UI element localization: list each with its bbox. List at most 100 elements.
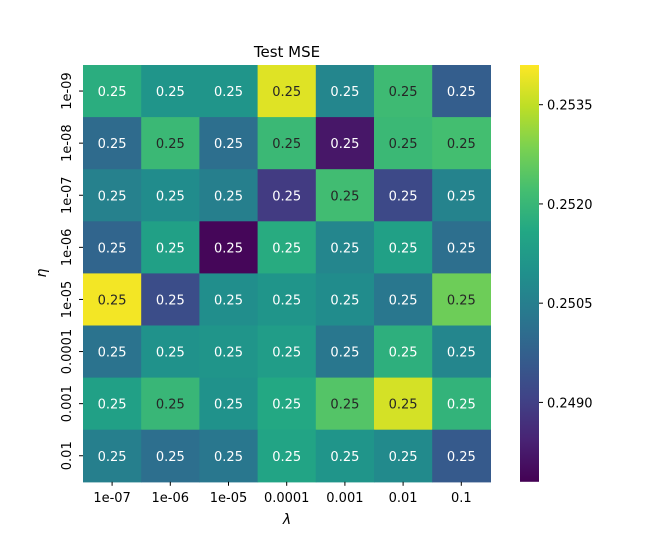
cell-label-r5-c0: 0.25 [98,346,127,361]
heatmap-cell-r4-c0 [83,273,142,327]
cell-label-r4-c1: 0.25 [156,293,185,308]
heatmap-cell-r3-c5 [374,221,433,274]
x-tick-label-6: 0.1 [451,491,472,506]
cell-label-r3-c5: 0.25 [389,241,418,256]
heatmap-cell-r6-c1 [141,377,200,431]
heatmap-cell-r1-c1 [141,117,200,170]
heatmap-cell-r3-c2 [199,221,259,274]
cell-label-r5-c1: 0.25 [156,346,185,361]
cell-label-r6-c2: 0.25 [214,398,243,413]
heatmap-cell-r4-c6 [432,273,491,327]
heatmap-cell-r5-c4 [315,325,375,379]
cell-label-r4-c3: 0.25 [272,293,301,308]
cell-label-r1-c6: 0.25 [447,137,476,152]
cell-label-r0-c5: 0.25 [389,85,418,100]
cell-label-r2-c4: 0.25 [330,189,359,204]
y-axis-label: η [34,268,50,277]
y-tick-label-5: 0.0001 [60,329,75,375]
heatmap-cell-r4-c5 [374,273,433,327]
cell-label-r2-c0: 0.25 [98,189,127,204]
cell-label-r1-c5: 0.25 [389,137,418,152]
colorbar-tick-label-2: 0.2520 [547,198,593,213]
heatmap-cell-r5-c0 [83,325,142,379]
heatmap-cell-r4-c4 [315,273,375,327]
heatmap-cell-r1-c4 [315,117,375,170]
y-tick-label-3: 1e-06 [60,229,75,267]
cell-label-r1-c3: 0.25 [272,137,301,152]
heatmap-cell-r3-c4 [315,221,375,274]
cell-label-r5-c2: 0.25 [214,346,243,361]
cell-label-r2-c3: 0.25 [272,189,301,204]
cell-label-r6-c6: 0.25 [447,398,476,413]
heatmap-cell-r5-c5 [374,325,433,379]
heatmap-cell-r6-c0 [83,377,142,431]
cell-label-r7-c5: 0.25 [389,450,418,465]
heatmap-cell-r6-c4 [315,377,375,431]
heatmap-cell-r7-c2 [199,429,259,483]
heatmap-cell-r3-c1 [141,221,200,274]
heatmap-cell-r3-c6 [432,221,491,274]
heatmap-cell-r5-c1 [141,325,200,379]
cell-label-r3-c6: 0.25 [447,241,476,256]
heatmap-cell-r1-c2 [199,117,259,170]
cell-label-r1-c0: 0.25 [98,137,127,152]
y-axis-ticks: 1e-09 1e-08 1e-07 1e-06 1e-05 0.0001 0.001 0.01 [60,72,83,470]
cell-label-r5-c5: 0.25 [389,346,418,361]
cell-label-r0-c2: 0.25 [214,85,243,100]
cell-label-r0-c0: 0.25 [98,85,127,100]
heatmap-cell-r1-c0 [83,117,142,170]
cell-label-r0-c1: 0.25 [156,85,185,100]
x-tick-label-3: 0.0001 [264,491,310,506]
cell-label-r4-c2: 0.25 [214,293,243,308]
heatmap-cell-r5-c3 [257,325,317,379]
heatmap-cell-r2-c6 [432,169,491,222]
cell-label-r4-c4: 0.25 [330,293,359,308]
heatmap-cell-r4-c1 [141,273,200,327]
heatmap-cell-r6-c2 [199,377,259,431]
cell-label-r7-c1: 0.25 [156,450,185,465]
y-tick-label-6: 0.001 [60,385,75,422]
cell-label-r0-c4: 0.25 [330,85,359,100]
heatmap-cell-r5-c6 [432,325,491,379]
heatmap-cell-r4-c2 [199,273,259,327]
cell-label-r4-c0: 0.25 [98,293,127,308]
heatmap-cell-r2-c5 [374,169,433,222]
heatmap-cell-r7-c4 [315,429,375,483]
heatmap-cell-r0-c6 [432,65,491,118]
heatmap-cell-r1-c3 [257,117,317,170]
x-axis-label: λ [282,512,291,528]
cell-label-r3-c3: 0.25 [272,241,301,256]
cell-label-r1-c4: 0.25 [330,137,359,152]
y-tick-label-4: 1e-05 [60,281,75,319]
heatmap-cell-r6-c6 [432,377,491,431]
cell-label-r1-c1: 0.25 [156,137,185,152]
cell-label-r6-c0: 0.25 [98,398,127,413]
heatmap-cell-r7-c6 [432,429,491,483]
x-tick-label-1: 1e-06 [152,491,190,506]
cell-label-r7-c0: 0.25 [98,450,127,465]
heatmap-cell-r3-c3 [257,221,317,274]
cell-label-r7-c3: 0.25 [272,450,301,465]
cell-label-r6-c5: 0.25 [389,398,418,413]
x-axis-ticks: 1e-07 1e-06 1e-05 0.0001 0.001 0.01 0.1 [93,481,472,506]
cell-label-r5-c3: 0.25 [272,346,301,361]
heatmap-cell-r1-c6 [432,117,491,170]
colorbar-tick-label-3: 0.2535 [547,99,593,114]
colorbar: 0.2490 0.2505 0.2520 0.2535 [520,65,593,482]
cell-label-r2-c6: 0.25 [447,189,476,204]
heatmap-cell-r0-c5 [374,65,433,118]
heatmap-cell-r0-c3 [257,65,317,118]
heatmap-cell-r4-c3 [257,273,317,327]
y-tick-label-2: 1e-07 [60,176,75,214]
cell-label-r6-c3: 0.25 [272,398,301,413]
heatmap-cell-r5-c2 [199,325,259,379]
heatmap-cell-r2-c0 [83,169,142,222]
heatmap-cell-r3-c0 [83,221,142,274]
cell-label-r3-c2: 0.25 [214,241,243,256]
heatmap-cell-r2-c1 [141,169,200,222]
x-tick-label-4: 0.001 [326,491,363,506]
cell-label-r7-c2: 0.25 [214,450,243,465]
cell-label-r4-c5: 0.25 [389,293,418,308]
cell-label-r6-c4: 0.25 [330,398,359,413]
